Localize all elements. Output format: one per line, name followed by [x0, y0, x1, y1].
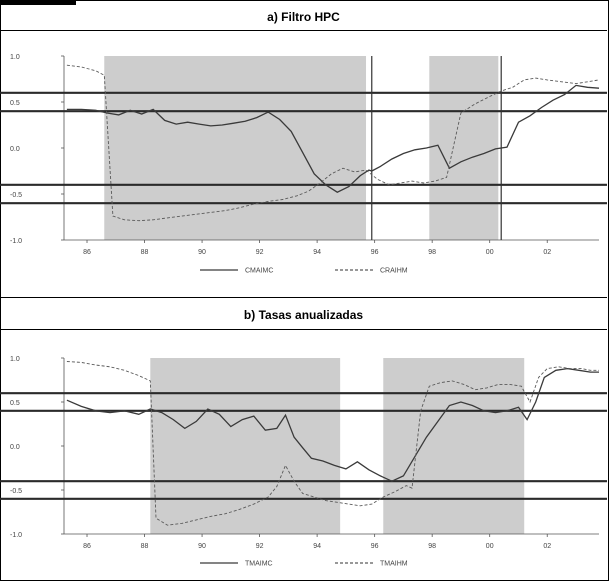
y-tick-label: -1.0 — [10, 532, 22, 539]
shaded-region — [104, 56, 367, 240]
x-tick-label: 02 — [543, 543, 551, 550]
y-tick-label: -0.5 — [10, 192, 22, 199]
corner-tab — [0, 0, 76, 5]
x-tick-label: 90 — [198, 543, 206, 550]
x-tick-label: 00 — [486, 543, 494, 550]
x-tick-label: 86 — [83, 249, 91, 256]
x-tick-label: 90 — [198, 249, 206, 256]
y-tick-label: 0.5 — [10, 100, 20, 107]
x-tick-label: 00 — [486, 249, 494, 256]
x-tick-label: 98 — [428, 249, 436, 256]
shaded-region — [150, 358, 341, 534]
x-tick-label: 94 — [313, 249, 321, 256]
legend-label: TMAIMC — [245, 561, 273, 568]
y-tick-label: 0.5 — [10, 400, 20, 407]
x-tick-label: 92 — [256, 249, 264, 256]
y-tick-label: 0.0 — [10, 444, 20, 451]
x-tick-label: 96 — [371, 543, 379, 550]
y-tick-label: 1.0 — [10, 356, 20, 363]
y-tick-label: -0.5 — [10, 488, 22, 495]
divider — [0, 30, 607, 31]
x-tick-label: 88 — [141, 249, 149, 256]
divider — [0, 329, 607, 330]
series-line — [66, 84, 600, 193]
shaded-region — [429, 56, 499, 240]
x-tick-label: 02 — [543, 249, 551, 256]
series-line — [66, 64, 600, 222]
panel-a-chart: 1.0 0.5 0.0 -0.5 -1.0 86 88 90 92 94 96 98 00 02 CMAIM… — [0, 54, 607, 275]
x-tick-label: 96 — [371, 249, 379, 256]
x-tick-label: 86 — [83, 543, 91, 550]
y-tick-label: 1.0 — [10, 54, 20, 61]
legend-label: CMAIMC — [245, 268, 273, 275]
x-tick-label: 88 — [141, 543, 149, 550]
legend-label: TMAIHM — [380, 561, 408, 568]
y-tick-label: -1.0 — [10, 238, 22, 245]
divider — [0, 297, 607, 298]
panel-a-title: a) Filtro HPC — [267, 10, 340, 24]
panel-b-title: b) Tasas anualizadas — [243, 308, 364, 322]
legend-label: CRAIHM — [380, 268, 408, 275]
x-tick-label: 94 — [313, 543, 321, 550]
series-line — [66, 367, 599, 482]
x-tick-label: 98 — [428, 543, 436, 550]
shaded-region — [383, 358, 525, 534]
x-tick-label: 92 — [256, 543, 264, 550]
y-tick-label: 0.0 — [10, 146, 20, 153]
panel-b-chart: 1.0 0.5 0.0 -0.5 -1.0 86 88 90 92 94 96 98 00 02 TMAIM… — [0, 356, 607, 568]
